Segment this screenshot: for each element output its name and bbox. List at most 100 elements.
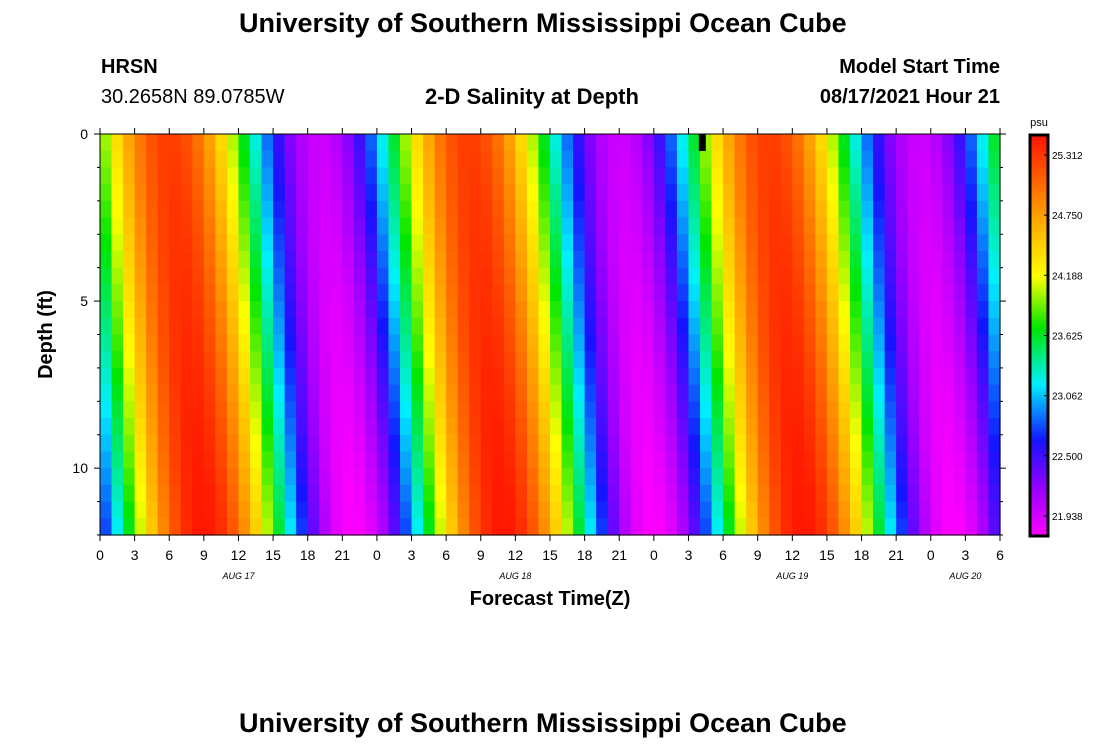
heatmap-cell <box>192 418 205 436</box>
heatmap-cell <box>515 301 528 319</box>
heatmap-cell <box>826 200 840 219</box>
heatmap-cell <box>538 501 551 519</box>
heatmap-cell <box>365 468 378 486</box>
heatmap-cell <box>919 250 932 269</box>
heatmap-cell <box>665 284 678 302</box>
heatmap-cell <box>826 167 840 185</box>
heatmap-cell <box>815 267 828 285</box>
colorbar-segment <box>1030 279 1048 283</box>
heatmap-cell <box>815 134 828 152</box>
heatmap-cell <box>365 484 378 503</box>
heatmap-cell <box>803 301 816 319</box>
heatmap-cell <box>665 217 678 235</box>
heatmap-cell <box>503 351 516 369</box>
heatmap-cell <box>353 234 366 252</box>
heatmap-cell <box>884 401 897 419</box>
heatmap-cell <box>261 317 274 336</box>
heatmap-cell <box>930 301 943 319</box>
heatmap-cell <box>873 351 886 369</box>
heatmap-cell <box>665 150 678 169</box>
heatmap-cell <box>180 250 193 269</box>
heatmap-cell <box>792 418 805 436</box>
heatmap-cell <box>988 284 1001 302</box>
heatmap-cell <box>342 167 355 185</box>
heatmap-cell <box>873 284 886 302</box>
heatmap-cell <box>896 184 909 202</box>
heatmap-cell <box>526 434 540 453</box>
colorbar-segment <box>1030 137 1048 141</box>
heatmap-cell <box>215 351 228 369</box>
heatmap-cell <box>780 301 793 319</box>
heatmap-cell <box>607 468 620 486</box>
heatmap-cell <box>146 250 159 269</box>
heatmap-cell <box>480 401 493 419</box>
heatmap-cell <box>653 351 666 369</box>
heatmap-cell <box>446 234 459 252</box>
heatmap-cell <box>665 434 678 453</box>
heatmap-cell <box>653 418 666 436</box>
colorbar-segment <box>1030 241 1048 246</box>
colorbar: 25.31224.75024.18823.62523.06222.50021.9… <box>1028 117 1083 538</box>
heatmap-cell <box>746 418 759 436</box>
heatmap-cell <box>250 418 263 436</box>
heatmap-cell <box>284 518 297 536</box>
heatmap-cell <box>734 401 747 419</box>
heatmap-cell <box>273 134 286 152</box>
heatmap-cell <box>284 150 297 169</box>
heatmap-cell <box>134 501 147 519</box>
heatmap-cell <box>965 167 978 185</box>
heatmap-cell <box>273 234 286 252</box>
heatmap-cell <box>307 200 320 219</box>
heatmap-cell <box>884 317 897 336</box>
heatmap-cell <box>469 217 482 235</box>
heatmap-cell <box>330 518 343 536</box>
heatmap-cell <box>307 301 320 319</box>
heatmap-cell <box>723 418 736 436</box>
colorbar-segment <box>1030 367 1048 371</box>
heatmap-cell <box>215 217 228 235</box>
heatmap-cell <box>607 184 620 202</box>
heatmap-cell <box>330 384 343 402</box>
heatmap-cell <box>884 518 897 536</box>
heatmap-cell <box>630 501 643 519</box>
heatmap-cell <box>653 434 666 453</box>
heatmap-cell <box>896 134 909 152</box>
heatmap-cell <box>376 468 390 486</box>
heatmap-cell <box>930 434 943 453</box>
heatmap-cell <box>273 200 286 219</box>
heatmap-cell <box>469 434 482 453</box>
heatmap-cell <box>976 334 990 352</box>
heatmap-cell <box>250 384 263 402</box>
heatmap-cell <box>353 150 366 169</box>
heatmap-cell <box>630 267 643 285</box>
heatmap-cell <box>307 418 320 436</box>
colorbar-segment <box>1030 161 1048 165</box>
heatmap-cell <box>100 284 113 302</box>
heatmap-cell <box>284 451 297 469</box>
heatmap-cell <box>469 234 482 252</box>
heatmap-cell <box>711 468 724 486</box>
heatmap-cell <box>226 367 240 386</box>
heatmap-cell <box>826 451 840 469</box>
heatmap-cell <box>469 317 482 336</box>
colorbar-segment <box>1030 356 1048 361</box>
heatmap-cell <box>100 468 113 486</box>
heatmap-cell <box>584 317 597 336</box>
colorbar-segment <box>1030 324 1048 329</box>
heatmap-cell <box>688 434 701 453</box>
heatmap-cell <box>330 317 343 336</box>
heatmap-cell <box>573 434 586 453</box>
heatmap-cell <box>584 418 597 436</box>
heatmap-cell <box>792 301 805 319</box>
heatmap-cell <box>503 401 516 419</box>
heatmap-cell <box>480 468 493 486</box>
heatmap-cell <box>780 134 793 152</box>
heatmap-cell <box>526 367 540 386</box>
heatmap-cell <box>850 250 863 269</box>
colorbar-segment <box>1030 199 1048 203</box>
heatmap-cell <box>376 334 390 352</box>
heatmap-cell <box>630 284 643 302</box>
heatmap-cell <box>850 150 863 169</box>
heatmap-cell <box>111 184 124 202</box>
heatmap-cell <box>792 384 805 402</box>
